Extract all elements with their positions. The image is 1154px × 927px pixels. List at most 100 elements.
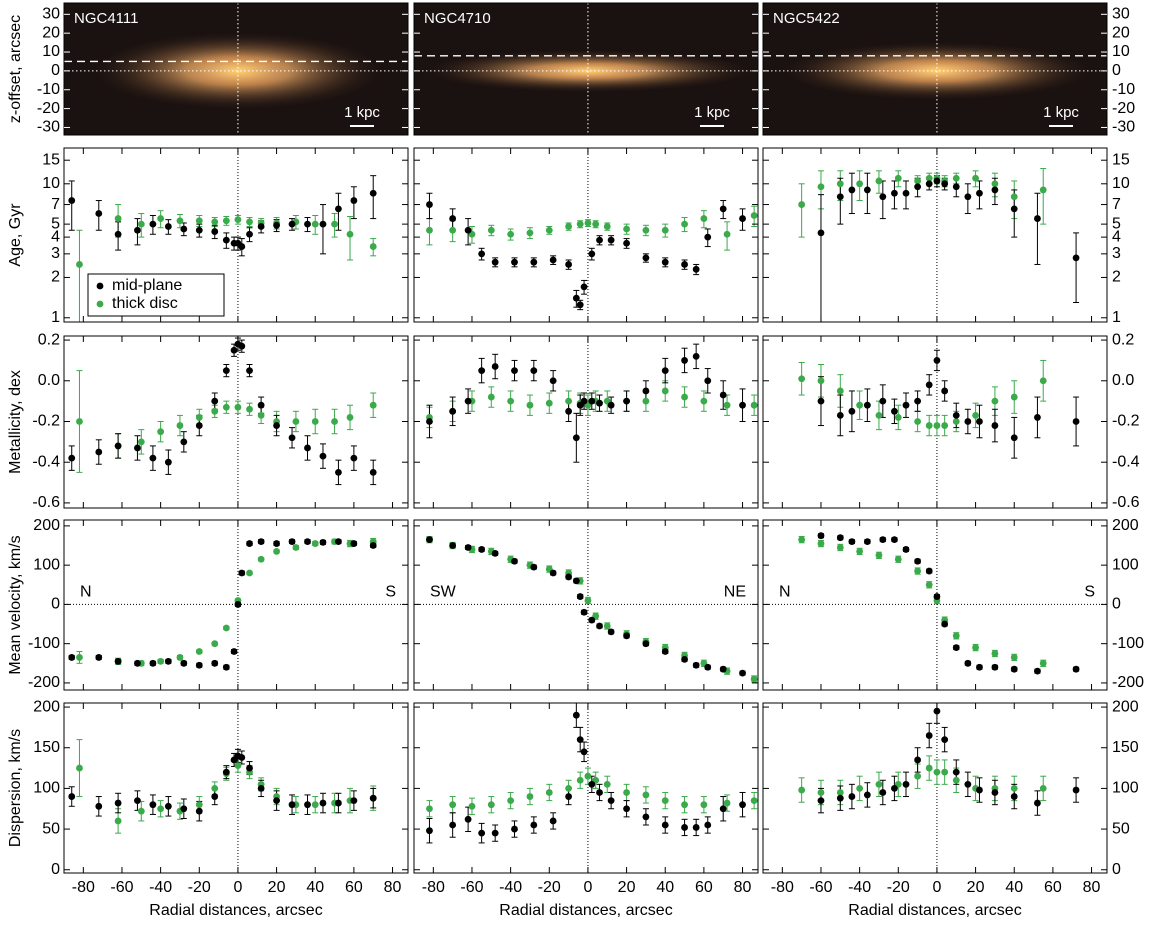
data-point xyxy=(972,411,979,419)
data-point xyxy=(1072,786,1080,794)
y-tick-label: 15 xyxy=(1112,151,1130,168)
data-point xyxy=(642,791,650,799)
y-tick-label: 2 xyxy=(51,269,60,286)
data-point xyxy=(603,780,611,788)
data-point xyxy=(925,180,933,188)
galaxy-image xyxy=(763,3,1107,135)
x-tick-label: 60 xyxy=(1044,879,1062,896)
galaxy-name: NGC5422 xyxy=(773,10,840,27)
data-point xyxy=(588,616,596,624)
x-axis-label: Radial distances, arcsec xyxy=(149,902,322,919)
y-tick-label: 10 xyxy=(1112,175,1130,192)
data-point xyxy=(580,397,588,405)
y-tick-label: -20 xyxy=(1112,100,1135,117)
data-point xyxy=(692,265,700,273)
data-point xyxy=(76,261,83,268)
data-point xyxy=(180,225,188,233)
data-point xyxy=(661,387,669,395)
panel-frame xyxy=(63,335,409,509)
data-point xyxy=(565,407,573,415)
data-point xyxy=(195,807,203,815)
data-point xyxy=(879,397,887,405)
panel-frame xyxy=(63,702,409,874)
data-point xyxy=(164,458,172,466)
data-point xyxy=(234,762,242,770)
data-point xyxy=(596,236,603,244)
data-point xyxy=(95,654,103,661)
data-point xyxy=(1034,667,1041,675)
legend-label: mid-plane xyxy=(112,277,182,294)
data-point xyxy=(1039,659,1047,667)
data-point xyxy=(311,540,319,547)
data-point xyxy=(991,422,999,429)
data-point xyxy=(817,797,825,805)
data-point xyxy=(941,620,949,628)
panel-frame xyxy=(63,2,409,136)
data-point xyxy=(914,557,922,565)
data-point xyxy=(700,801,708,809)
y-tick-label: 0.0 xyxy=(38,372,60,389)
y-tick-label: -30 xyxy=(1112,119,1135,136)
data-point xyxy=(211,785,219,792)
data-point xyxy=(76,654,83,661)
data-point xyxy=(1039,186,1047,194)
data-point xyxy=(1010,793,1018,800)
data-point xyxy=(642,640,650,648)
data-point xyxy=(925,764,933,772)
data-point xyxy=(545,226,553,234)
data-point xyxy=(369,468,377,476)
y-tick-label: -0.6 xyxy=(32,494,60,511)
data-point xyxy=(1072,418,1080,425)
points xyxy=(798,174,1080,262)
data-point xyxy=(426,827,433,835)
data-point xyxy=(526,793,534,800)
data-point xyxy=(700,397,708,405)
data-point xyxy=(565,573,573,581)
data-point xyxy=(848,538,856,545)
data-point xyxy=(134,226,141,234)
legend-marker xyxy=(96,300,104,308)
data-point xyxy=(681,220,688,228)
data-point xyxy=(491,829,499,837)
data-point xyxy=(238,754,246,761)
data-point xyxy=(642,813,650,821)
data-point xyxy=(661,821,669,829)
y-tick-label: -30 xyxy=(37,119,60,136)
data-point xyxy=(134,797,141,805)
data-point xyxy=(369,401,377,409)
y-tick-label: 15 xyxy=(42,151,60,168)
data-point xyxy=(238,569,246,577)
data-point xyxy=(933,357,941,364)
points xyxy=(426,352,758,442)
data-point xyxy=(549,817,557,825)
data-point xyxy=(257,785,265,792)
data-point xyxy=(234,601,242,608)
data-point xyxy=(879,536,887,544)
data-point xyxy=(607,628,615,636)
error-bars xyxy=(68,537,377,670)
data-point xyxy=(114,657,122,665)
error-bars xyxy=(426,535,758,683)
y-tick-label: 150 xyxy=(1112,739,1139,756)
data-point xyxy=(134,444,141,452)
data-point xyxy=(157,428,165,436)
data-point xyxy=(875,551,883,559)
y-tick-label: 7 xyxy=(51,196,60,213)
y-tick-label: 150 xyxy=(33,739,60,756)
y-tick-label: 10 xyxy=(42,175,60,192)
data-point xyxy=(623,225,630,233)
data-point xyxy=(976,189,983,197)
points xyxy=(798,532,1080,675)
data-point xyxy=(991,663,999,671)
data-point xyxy=(681,393,688,401)
data-point xyxy=(576,301,584,309)
data-point xyxy=(1034,215,1041,222)
y-tick-label: -10 xyxy=(1112,81,1135,98)
data-point xyxy=(817,183,825,191)
data-point xyxy=(875,177,883,185)
data-point xyxy=(114,799,122,807)
y-tick-label: 30 xyxy=(1112,6,1130,23)
galaxy-image xyxy=(64,3,408,135)
data-point xyxy=(952,174,960,182)
error-bars xyxy=(798,168,1080,322)
